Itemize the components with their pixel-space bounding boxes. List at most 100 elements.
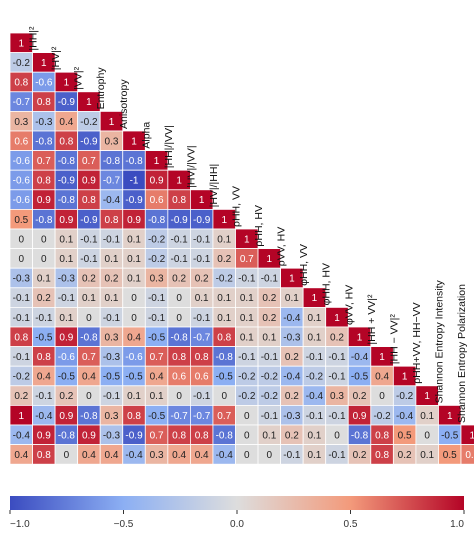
cell-value-label: 0.7: [82, 156, 96, 167]
cell-value-label: -0.1: [193, 254, 211, 265]
cell-value-label: -0.2: [396, 391, 414, 402]
cell-value-label: -0.4: [396, 411, 414, 422]
cell-value-label: 0: [244, 411, 250, 422]
cell-value-label: -0.2: [148, 254, 166, 265]
colorbar-tick-label: 1.0: [450, 519, 464, 530]
cell-value-label: -0.7: [13, 97, 31, 108]
cell-value-label: 1: [86, 97, 92, 108]
cell-value-label: -0.1: [171, 234, 189, 245]
cell-value-label: -0.1: [193, 234, 211, 245]
cell-value-label: -0.3: [103, 430, 121, 441]
cell-value-label: 0.2: [105, 274, 119, 285]
variable-label: |HV|²: [50, 46, 62, 70]
cell-value-label: 0.1: [240, 332, 254, 343]
cell-value-label: 0: [176, 391, 182, 402]
variable-label: |HH|/|VV|: [163, 125, 175, 168]
cell-value-label: 0.2: [82, 274, 96, 285]
colorbar-tick-label: 0.0: [230, 519, 244, 530]
cell-value-label: 0.1: [240, 313, 254, 324]
cell-value-label: 0.8: [37, 97, 51, 108]
cell-value-label: -0.1: [13, 293, 31, 304]
cell-value-label: 1: [334, 313, 340, 324]
cell-value-label: 0.3: [150, 450, 164, 461]
cell-value-label: -0.5: [58, 372, 76, 383]
cell-value-label: 0.1: [217, 313, 231, 324]
cell-value-label: 0.2: [59, 391, 73, 402]
cell-value-label: -0.7: [193, 411, 211, 422]
cell-value-label: -0.2: [238, 372, 256, 383]
cell-value-label: -0.1: [238, 274, 256, 285]
heatmap-cell: [460, 444, 474, 465]
cell-value-label: -0.9: [125, 430, 143, 441]
cell-value-label: -0.6: [13, 195, 31, 206]
cell-value-label: -0.1: [238, 352, 256, 363]
cell-value-label: 0: [176, 313, 182, 324]
cell-value-label: 0: [131, 293, 137, 304]
cell-value-label: -0.3: [58, 274, 76, 285]
cell-value-label: -0.8: [351, 430, 369, 441]
variable-label: Anisotropy: [118, 79, 130, 129]
cell-value-label: 0: [86, 313, 92, 324]
cell-value-label: -0.4: [351, 352, 369, 363]
cell-value-label: 0.7: [217, 411, 231, 422]
cell-value-label: 1: [199, 195, 205, 206]
cell-value-label: 0.8: [59, 136, 73, 147]
cell-value-label: -0.5: [103, 372, 121, 383]
cell-value-label: 0.1: [127, 254, 141, 265]
cell-value-label: 0.1: [105, 254, 119, 265]
cell-value-label: -0.6: [13, 176, 31, 187]
cell-value-label: 0.1: [285, 293, 299, 304]
cell-value-label: 0.8: [172, 352, 186, 363]
cell-value-label: 0.6: [465, 450, 474, 461]
cell-value-label: -0.2: [148, 234, 166, 245]
cell-value-label: 1: [424, 391, 430, 402]
cell-value-label: -0.1: [193, 313, 211, 324]
cell-value-label: 0.8: [37, 176, 51, 187]
cell-value-label: -0.4: [125, 450, 143, 461]
cell-value-label: 0.8: [37, 352, 51, 363]
cell-value-label: 1: [41, 58, 47, 69]
cell-value-label: -0.8: [216, 430, 234, 441]
cell-value-label: -0.5: [351, 372, 369, 383]
cell-value-label: 0.1: [105, 293, 119, 304]
cell-value-label: 0: [86, 391, 92, 402]
cell-value-label: -0.1: [283, 450, 301, 461]
cell-value-label: -0.1: [306, 411, 324, 422]
cell-value-label: 0.7: [150, 430, 164, 441]
cell-value-label: 0.8: [195, 352, 209, 363]
cell-value-label: 0.5: [398, 430, 412, 441]
cell-value-label: 0: [221, 391, 227, 402]
cell-value-label: 0.6: [14, 136, 28, 147]
cell-value-label: -0.1: [35, 391, 53, 402]
cell-value-label: 0.8: [14, 332, 28, 343]
cell-value-label: -0.1: [148, 293, 166, 304]
variable-label: |HH − VV|²: [388, 314, 400, 365]
cell-value-label: -0.2: [13, 58, 31, 69]
cell-value-label: 1: [131, 136, 137, 147]
cell-value-label: 0.2: [195, 274, 209, 285]
cell-value-label: 0.2: [217, 254, 231, 265]
cell-value-label: 0.1: [240, 293, 254, 304]
cell-value-label: 0.8: [82, 195, 96, 206]
cell-value-label: 0.1: [307, 332, 321, 343]
variable-label: ρVV, HV: [276, 227, 288, 266]
cell-value-label: -0.1: [58, 293, 76, 304]
cell-value-label: 0: [18, 254, 24, 265]
cell-value-label: -0.4: [35, 411, 53, 422]
cell-value-label: 0.9: [150, 176, 164, 187]
cell-value-label: 0.8: [195, 430, 209, 441]
cell-value-label: -0.1: [148, 313, 166, 324]
cell-value-label: -0.9: [80, 136, 98, 147]
cell-value-label: 0.2: [14, 391, 28, 402]
variable-label: ρHH+VV, HH−VV: [411, 302, 423, 383]
cell-value-label: 0.2: [262, 293, 276, 304]
cell-value-label: -0.1: [328, 352, 346, 363]
cell-value-label: 0.1: [307, 430, 321, 441]
cell-value-label: -0.5: [216, 372, 234, 383]
cell-value-label: -0.2: [80, 117, 98, 128]
cell-value-label: -0.8: [35, 136, 53, 147]
cell-value-label: 0: [176, 293, 182, 304]
cell-value-label: 0.3: [150, 274, 164, 285]
cell-value-label: 0.3: [105, 332, 119, 343]
cell-value-label: 0.8: [37, 450, 51, 461]
